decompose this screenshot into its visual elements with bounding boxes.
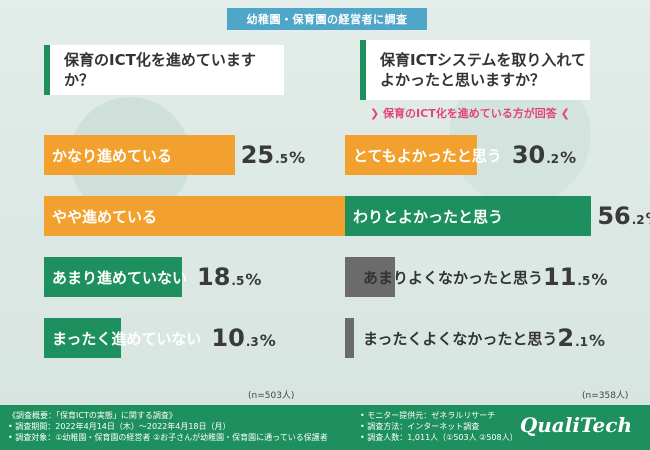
right-question-box: 保育ICTシステムを取り入れて よかったと思いますか？ bbox=[360, 40, 590, 100]
bar-label-0-0: かなり進めている bbox=[52, 146, 173, 165]
bar-1-0 bbox=[345, 135, 478, 175]
bar-0-0 bbox=[44, 135, 235, 175]
value-label-1-3: 2.1% bbox=[557, 324, 606, 352]
sub-note-mark-icon: ❮ bbox=[560, 107, 570, 120]
bar-label-0-2: あまり進めていない bbox=[52, 268, 188, 287]
right-question-line2: よかったと思いますか？ bbox=[380, 71, 546, 89]
bar-1-1 bbox=[345, 196, 592, 236]
footer-line: • モニター提供元：ゼネラルリサーチ bbox=[360, 411, 496, 420]
survey-banner: 幼稚園・保育園の経営者に調査 bbox=[227, 8, 427, 30]
bar-0-3 bbox=[44, 318, 122, 358]
left-n-note: (n=503人) bbox=[248, 391, 295, 401]
bar-0-1 bbox=[44, 196, 386, 236]
bar-label-1-2: あまりよくなかったと思う bbox=[363, 268, 544, 287]
right-sub-note: ❯ 保育のICT化を進めている方が回答 ❮ bbox=[370, 105, 570, 121]
footer-col2: • モニター提供元：ゼネラルリサーチ • 調査方法：インターネット調査 • 調査… bbox=[360, 410, 518, 443]
bar-label-1-3: まったくよくなかったと思う bbox=[363, 329, 558, 348]
footer: 《調査概要：「保育ICTの実態」に関する調査》 • 調査期間：2022年4月14… bbox=[0, 405, 650, 450]
value-label-0-2: 18.5% bbox=[197, 263, 262, 291]
right-sub-note-text: 保育のICT化を進めている方が回答 bbox=[383, 107, 557, 120]
bar-label-0-1: やや進めている bbox=[52, 207, 158, 226]
footer-line: 《調査概要：「保育ICTの実態」に関する調査》 bbox=[8, 411, 177, 420]
bar-label-1-0: とてもよかったと思う bbox=[353, 146, 502, 165]
footer-line: • 調査期間：2022年4月14日（木）〜2022年4月18日（月） bbox=[8, 422, 231, 431]
footer-line: • 調査方法：インターネット調査 bbox=[360, 422, 480, 431]
sub-note-mark-icon: ❯ bbox=[370, 107, 384, 120]
value-label-1-1: 56.2% bbox=[597, 202, 650, 230]
value-label-1-2: 11.5% bbox=[543, 263, 608, 291]
left-question-text: 保育のICT化を進めていますか？ bbox=[64, 50, 256, 89]
right-n-note: (n=358人) bbox=[582, 391, 629, 401]
left-question-box: 保育のICT化を進めていますか？ bbox=[44, 45, 284, 95]
bar-label-1-1: わりとよかったと思う bbox=[353, 207, 504, 226]
bar-1-3 bbox=[345, 318, 355, 358]
value-label-0-0: 25.5% bbox=[240, 141, 306, 169]
footer-line: • 調査対象：①幼稚園・保育園の経営者 ②お子さんが幼稚園・保育園に通っている保… bbox=[8, 433, 328, 442]
value-label-0-3: 10.3% bbox=[211, 324, 276, 352]
footer-col1: 《調査概要：「保育ICTの実態」に関する調査》 • 調査期間：2022年4月14… bbox=[8, 410, 328, 443]
right-question-line1: 保育ICTシステムを取り入れて bbox=[380, 50, 586, 69]
bar-0-2 bbox=[44, 257, 183, 297]
qualitech-logo: QualiTech bbox=[519, 413, 632, 437]
bar-label-0-3: まったく進めていない bbox=[52, 329, 202, 348]
bar-1-2 bbox=[345, 257, 396, 297]
value-label-1-0: 30.2% bbox=[511, 141, 577, 169]
footer-line: • 調査人数：1,011人（①503人 ②508人） bbox=[360, 433, 518, 442]
